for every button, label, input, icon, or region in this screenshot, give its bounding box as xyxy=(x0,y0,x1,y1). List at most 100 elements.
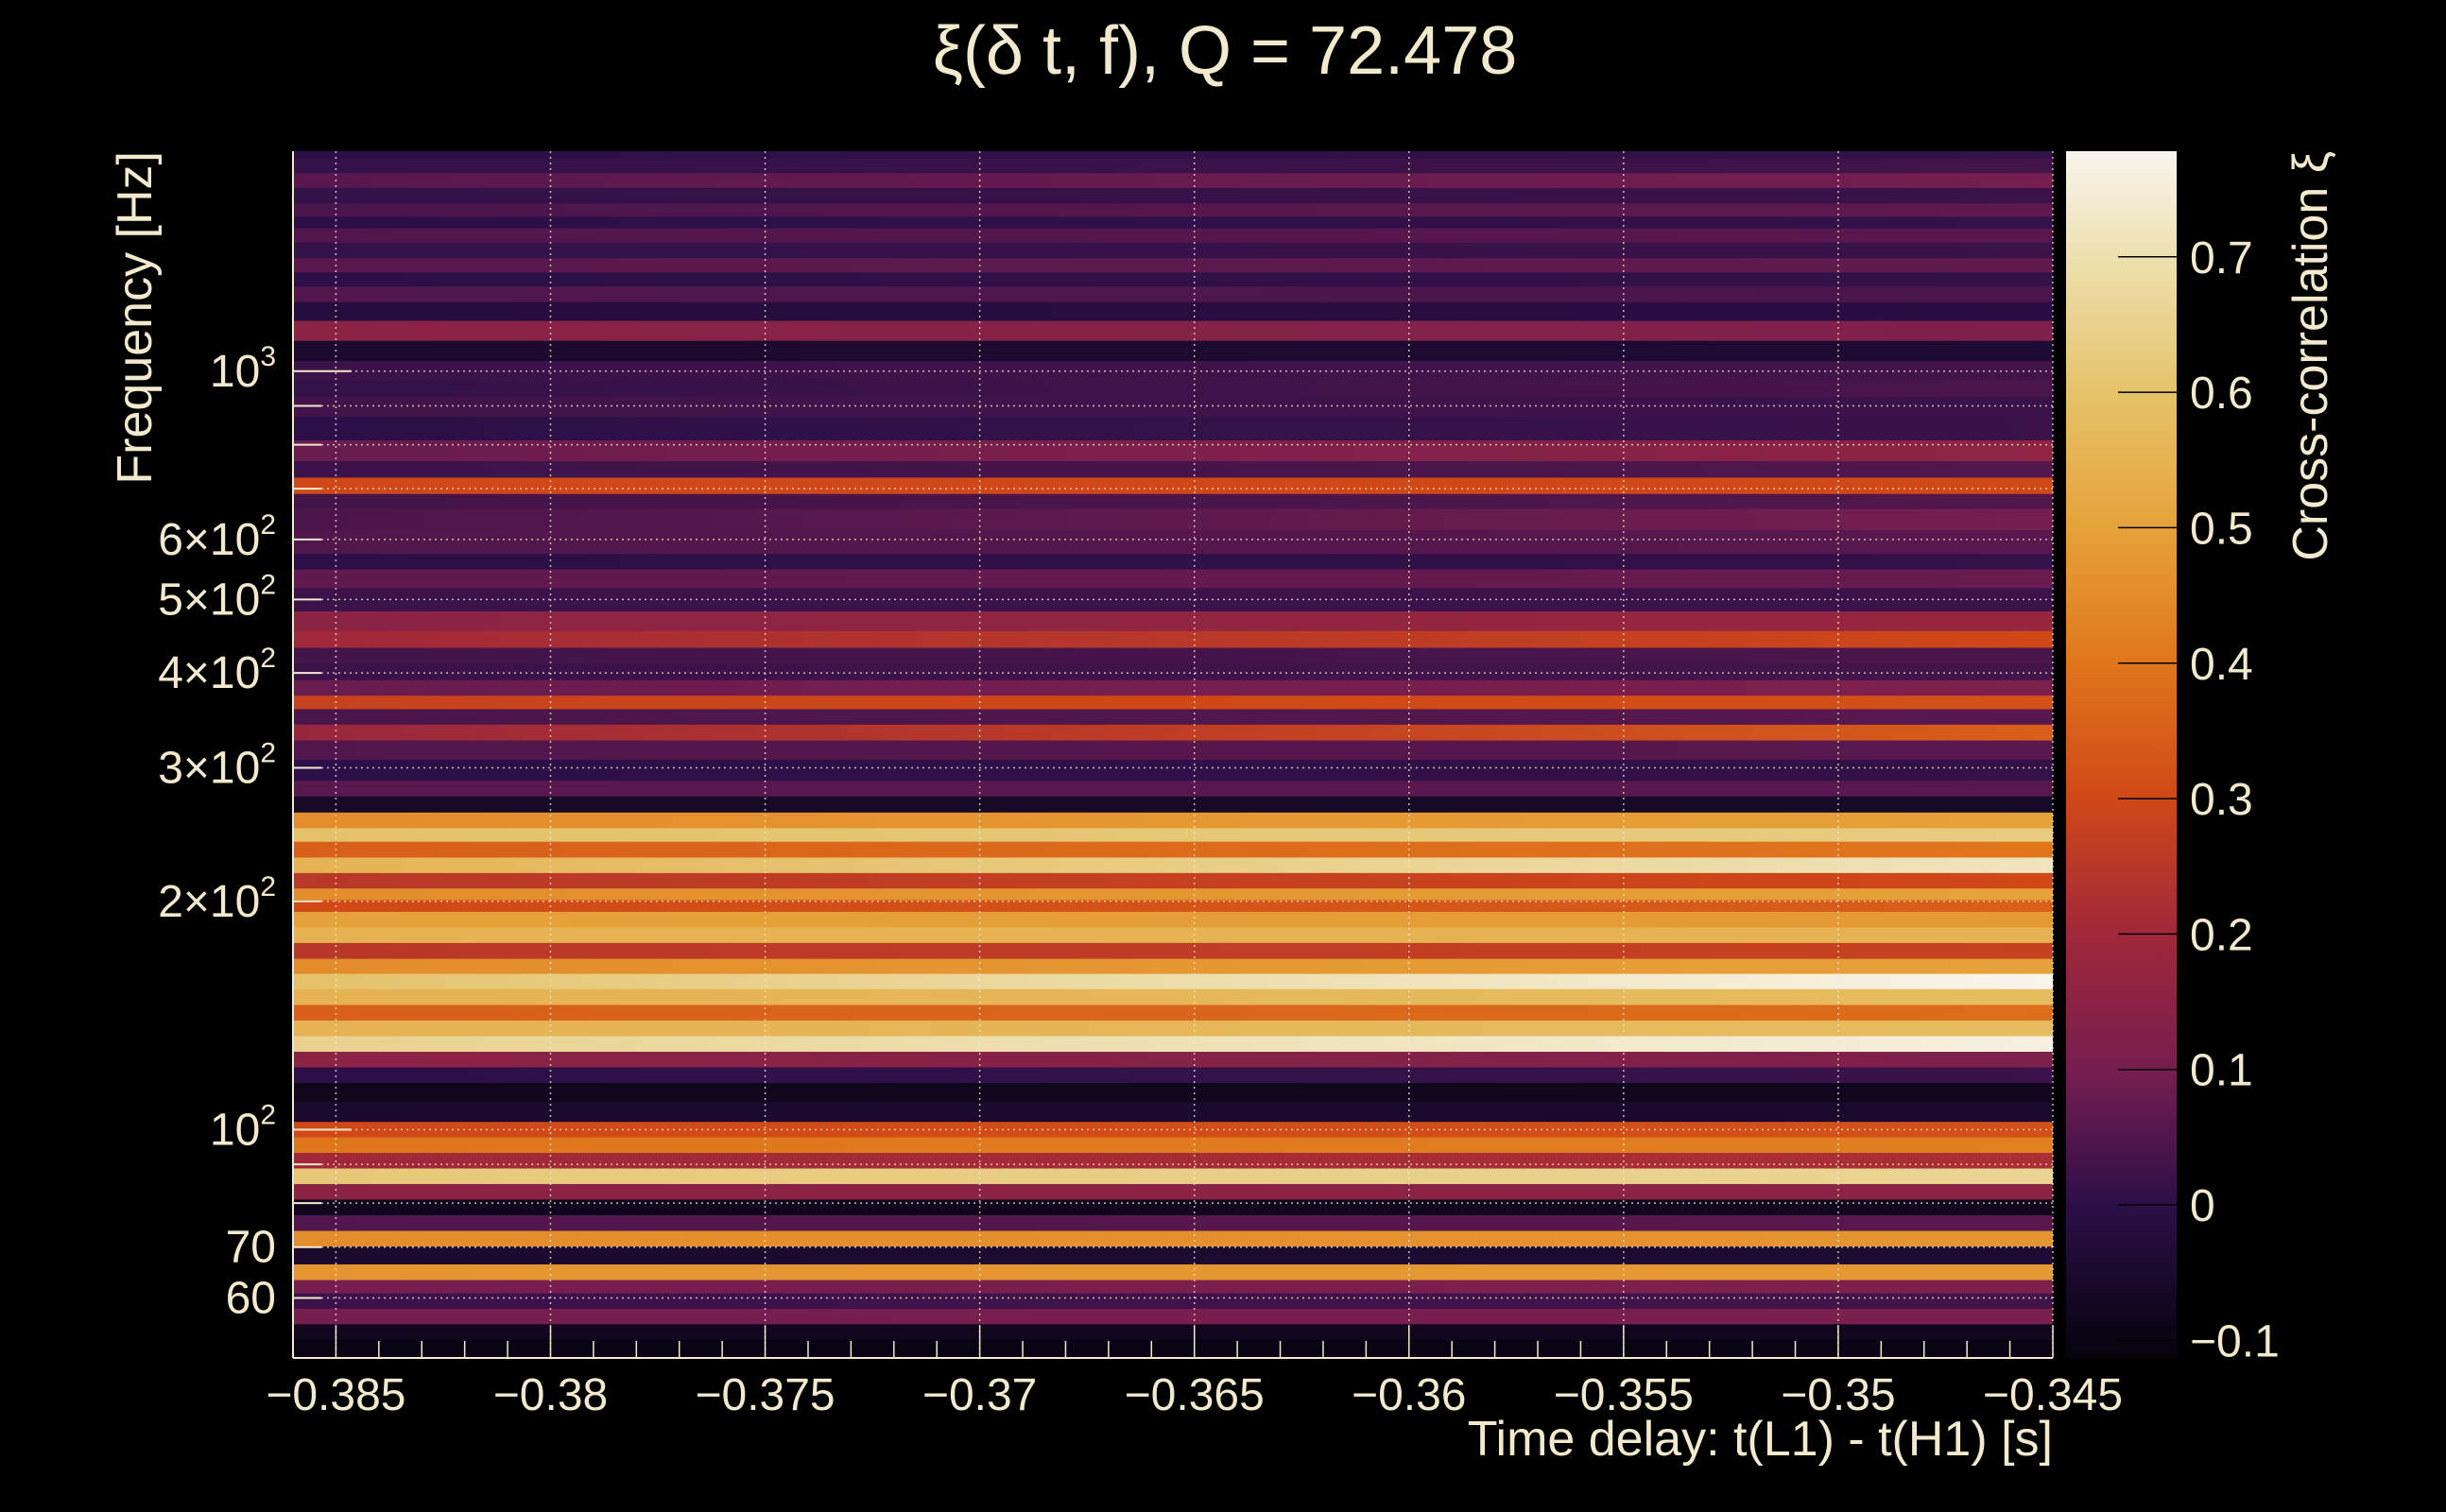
x-tick-label: −0.365 xyxy=(1125,1370,1265,1420)
y-tick-exponent: 2 xyxy=(260,643,276,674)
heatmap-row xyxy=(293,611,2053,632)
x-axis-label: Time delay: t(L1) - t(H1) [s] xyxy=(1468,1412,2053,1467)
heatmap-row xyxy=(293,973,2053,990)
y-tick-label: 60 xyxy=(226,1273,276,1323)
heatmap-row xyxy=(293,1293,2053,1310)
heatmap-row xyxy=(293,228,2053,244)
heatmap-row xyxy=(293,461,2053,479)
heatmap-row xyxy=(293,812,2053,830)
heatmap-row xyxy=(293,647,2053,664)
colorbar-tick-label: 0.1 xyxy=(2190,1046,2253,1096)
heatmap-row xyxy=(293,379,2053,398)
heatmap-row xyxy=(293,740,2053,761)
heatmap-row xyxy=(293,1280,2053,1295)
heatmap-row xyxy=(293,1036,2053,1053)
heatmap-row xyxy=(293,216,2053,230)
heatmap-row xyxy=(293,888,2053,902)
heatmap-row xyxy=(293,320,2053,342)
y-tick-base: 60 xyxy=(226,1273,276,1323)
heatmap-row xyxy=(293,554,2053,571)
heatmap-row xyxy=(293,841,2053,859)
y-tick-exponent: 2 xyxy=(260,871,276,902)
heatmap-row xyxy=(293,508,2053,531)
heatmap-row xyxy=(293,1339,2053,1359)
heatmap-row xyxy=(293,663,2053,681)
colorbar-tick-label: 0 xyxy=(2190,1181,2215,1231)
heatmap-row xyxy=(293,151,2053,161)
y-tick-label: 2×102 xyxy=(158,871,276,927)
heatmap-row xyxy=(293,1246,2053,1265)
heatmap-row xyxy=(293,988,2053,1006)
heatmap-row xyxy=(293,679,2053,696)
heatmap-row xyxy=(293,911,2053,929)
colorbar-tick-label: 0.2 xyxy=(2190,910,2253,960)
heatmap-row xyxy=(293,1005,2053,1022)
heatmap-row xyxy=(293,724,2053,742)
heatmap-row xyxy=(293,286,2053,303)
heatmap-row xyxy=(293,1309,2053,1325)
y-tick-exponent: 2 xyxy=(260,737,276,768)
colorbar-tick-label: −0.1 xyxy=(2190,1316,2280,1366)
heatmap-row xyxy=(293,340,2053,362)
heatmap-row xyxy=(293,1168,2053,1185)
heatmap-row xyxy=(293,696,2053,711)
heatmap-row xyxy=(293,1199,2053,1216)
heatmap-row xyxy=(293,1183,2053,1200)
heatmap-row xyxy=(293,159,2053,174)
colorbar-tick-label: 0.6 xyxy=(2190,369,2253,419)
y-tick-base: 4×10 xyxy=(158,648,260,698)
x-tick-label: −0.38 xyxy=(493,1370,608,1420)
colorbar-tick-label: 0.7 xyxy=(2190,233,2253,284)
heatmap-row xyxy=(293,760,2053,782)
heatmap-row xyxy=(293,396,2053,418)
heatmap-row xyxy=(293,569,2053,589)
y-tick-exponent: 2 xyxy=(260,1099,276,1130)
y-tick-label: 4×102 xyxy=(158,643,276,698)
x-tick-label: −0.355 xyxy=(1554,1370,1694,1420)
heatmap-row xyxy=(293,301,2053,322)
chart-title: ξ(δ t, f), Q = 72.478 xyxy=(933,13,1518,89)
heatmap-row xyxy=(293,242,2053,259)
y-tick-base: 6×10 xyxy=(158,515,260,565)
heatmap-row xyxy=(293,1137,2053,1154)
heatmap-row xyxy=(293,1214,2053,1232)
y-tick-exponent: 2 xyxy=(260,509,276,541)
heatmap-row xyxy=(293,1102,2053,1123)
y-tick-label: 102 xyxy=(210,1099,276,1155)
x-tick-label: −0.36 xyxy=(1352,1370,1466,1420)
heatmap-row xyxy=(293,1153,2053,1170)
x-tick-label: −0.37 xyxy=(922,1370,1037,1420)
y-tick-base: 10 xyxy=(210,1105,260,1155)
heatmap-row xyxy=(293,477,2053,495)
y-tick-label: 103 xyxy=(210,341,276,397)
heatmap-row xyxy=(293,493,2053,510)
heatmap-row xyxy=(293,857,2053,874)
heatmap-row xyxy=(293,1067,2053,1084)
heatmap-row xyxy=(293,872,2053,889)
x-tick-label: −0.345 xyxy=(1983,1370,2123,1420)
y-tick-label: 5×102 xyxy=(158,569,276,625)
y-tick-label: 6×102 xyxy=(158,509,276,565)
heatmap-row xyxy=(293,173,2053,189)
heatmap-row xyxy=(293,796,2053,814)
heatmap-row xyxy=(293,187,2053,205)
y-tick-base: 2×10 xyxy=(158,877,260,927)
y-tick-exponent: 3 xyxy=(260,341,276,372)
heatmap-row xyxy=(293,958,2053,975)
colorbar-tick-label: 0.4 xyxy=(2190,640,2253,690)
heatmap-row xyxy=(293,1230,2053,1247)
y-tick-label: 3×102 xyxy=(158,737,276,793)
colorbar-tick-label: 0.3 xyxy=(2190,775,2253,825)
colorbar-gradient xyxy=(2066,151,2177,1358)
y-tick-base: 5×10 xyxy=(158,575,260,625)
colorbar: 0.7 0.6 0.5 0.4 0.3 0.2 0.1 0 −0.1 xyxy=(2066,151,2280,1366)
heatmap-row xyxy=(293,1020,2053,1038)
heatmap-row xyxy=(293,927,2053,944)
y-tick-label: 70 xyxy=(226,1223,276,1273)
colorbar-label: Cross-correlation ξ xyxy=(2283,151,2338,561)
heatmap-row xyxy=(293,828,2053,843)
heatmap-row xyxy=(293,1264,2053,1281)
heatmap-row xyxy=(293,630,2053,649)
heatmap-row xyxy=(293,709,2053,726)
